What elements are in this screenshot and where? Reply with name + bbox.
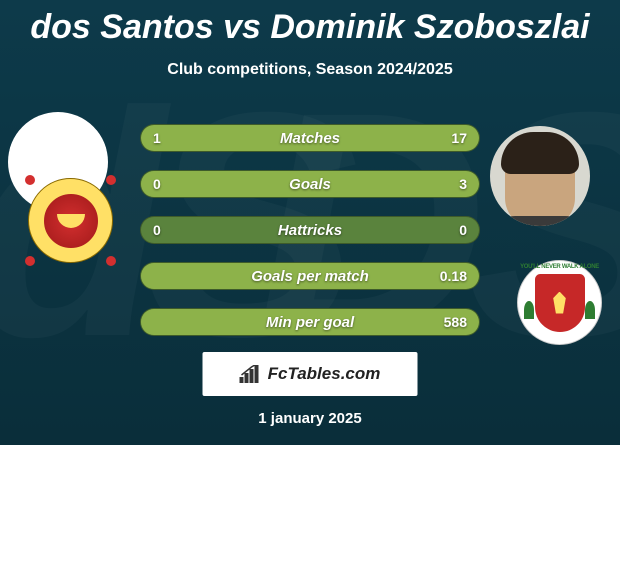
stat-label: Min per goal (141, 309, 479, 335)
stat-value-right: 588 (444, 309, 467, 335)
player-right-photo (490, 126, 590, 226)
stat-value-right: 3 (459, 171, 467, 197)
stat-row: Goals per match0.18 (140, 262, 480, 290)
player-left-placeholder (8, 122, 108, 166)
comparison-subtitle: Club competitions, Season 2024/2025 (0, 61, 620, 79)
branding-text: FcTables.com (268, 364, 381, 384)
stat-value-right: 0.18 (440, 263, 467, 289)
comparison-title: dos Santos vs Dominik Szoboszlai (0, 0, 620, 47)
stat-row: Min per goal588 (140, 308, 480, 336)
stat-row: 0Hattricks0 (140, 216, 480, 244)
chart-icon (240, 365, 262, 383)
stat-label: Goals (141, 171, 479, 197)
stat-label: Matches (141, 125, 479, 151)
date-label: 1 january 2025 (0, 410, 620, 427)
stat-value-right: 0 (459, 217, 467, 243)
stats-container: 1Matches170Goals30Hattricks0Goals per ma… (140, 124, 480, 354)
comparison-card: dS DS dos Santos vs Dominik Szoboszlai C… (0, 0, 620, 445)
club-badge-left (28, 178, 113, 263)
stat-label: Hattricks (141, 217, 479, 243)
stat-label: Goals per match (141, 263, 479, 289)
stat-row: 0Goals3 (140, 170, 480, 198)
stat-row: 1Matches17 (140, 124, 480, 152)
branding-badge: FcTables.com (203, 352, 418, 396)
manutd-crest-icon (28, 178, 113, 263)
club-badge-right: YOU'LL NEVER WALK ALONE (517, 260, 602, 345)
liverpool-crest-icon: YOU'LL NEVER WALK ALONE (517, 260, 602, 345)
stat-value-right: 17 (451, 125, 467, 151)
